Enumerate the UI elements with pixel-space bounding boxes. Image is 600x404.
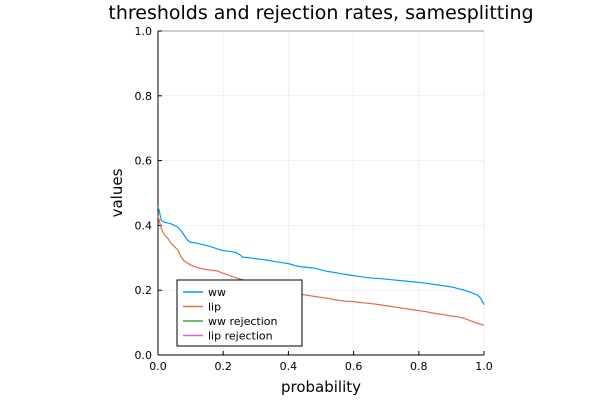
y-tick-label-1: 0.2: [135, 284, 153, 297]
x-tick-label-1: 0.2: [214, 360, 232, 373]
series-layer: [157, 205, 485, 326]
y-tick-label-0: 0.0: [135, 349, 153, 362]
legend-label-ww-rejection: ww rejection: [208, 315, 278, 328]
legend-label-lip-rejection: lip rejection: [208, 330, 273, 343]
series-line-ww: [157, 205, 485, 306]
y-tick-label-5: 1.0: [135, 25, 153, 38]
y-tick-label-4: 0.8: [135, 90, 153, 103]
y-tick-label-3: 0.6: [135, 155, 153, 168]
x-tick-label-3: 0.6: [345, 360, 363, 373]
x-axis-label: probability: [281, 378, 361, 396]
y-tick-label-2: 0.4: [135, 219, 153, 232]
chart-title: thresholds and rejection rates, samespli…: [108, 2, 533, 24]
legend-label-ww: ww: [208, 286, 226, 299]
x-tick-label-4: 0.8: [410, 360, 428, 373]
legend-label-lip: lip: [208, 301, 221, 314]
series-line-lip: [157, 215, 485, 326]
y-axis-label: values: [108, 168, 126, 217]
tick-labels: 0.0 0.2 0.4 0.6 0.8 1.0 0.0 0.2 0.4 0.6 0.8 1.0: [135, 25, 493, 373]
axes-layer: [157, 30, 485, 356]
x-tick-label-5: 1.0: [475, 360, 493, 373]
x-tick-label-2: 0.4: [280, 360, 298, 373]
x-tick-label-0: 0.0: [149, 360, 167, 373]
